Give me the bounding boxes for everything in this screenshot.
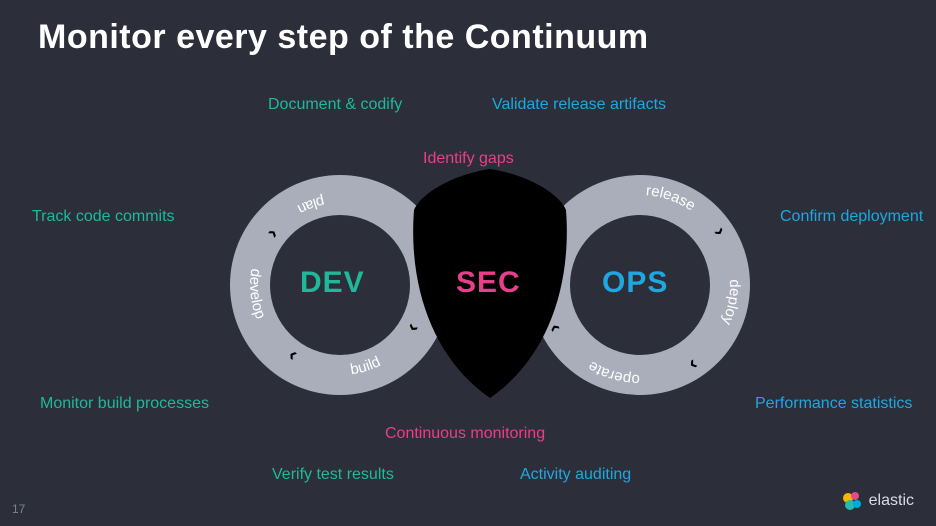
annot-doc_codify: Document & codify [268,96,402,114]
annot-cont_mon: Continuous monitoring [385,425,545,443]
elastic-logo: elastic [841,490,914,512]
slide: Monitor every step of the Continuum plan… [0,0,936,526]
label-dev: DEV [300,266,365,300]
devsecops-diagram: plan develop build test ‹ ‹ ‹ release de… [0,0,936,526]
page-number: 17 [12,502,25,516]
elastic-logo-icon [841,490,863,512]
annot-audit: Activity auditing [520,466,631,484]
annot-validate: Validate release artifacts [492,96,666,114]
label-sec: SEC [456,266,521,300]
annot-confirm: Confirm deployment [780,208,923,226]
elastic-logo-text: elastic [869,492,914,510]
annot-track: Track code commits [32,208,175,226]
annot-mon_build: Monitor build processes [40,395,209,413]
annot-identify: Identify gaps [423,150,514,168]
annot-perf: Performance statistics [755,395,912,413]
label-ops: OPS [602,266,668,300]
annot-verify: Verify test results [272,466,394,484]
